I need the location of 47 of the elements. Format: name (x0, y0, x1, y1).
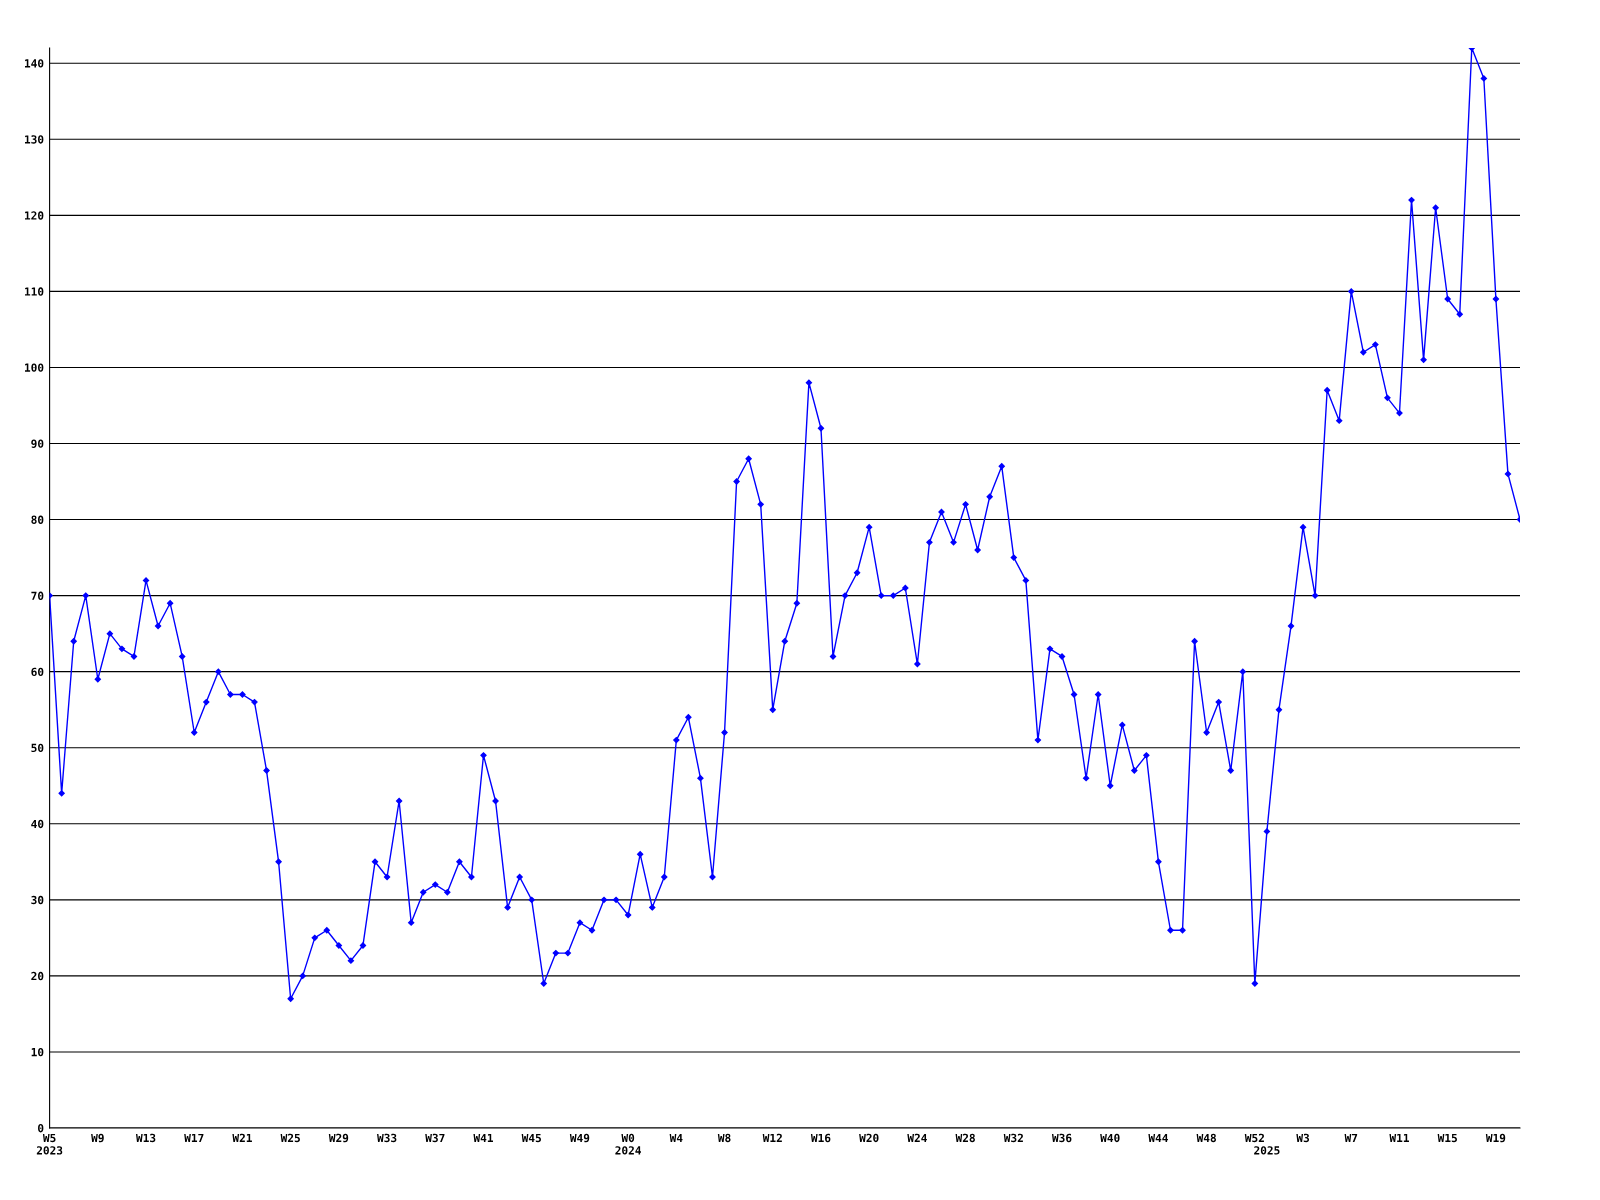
x-tick-label: W7 (1344, 1133, 1358, 1142)
x-tick-label: W33 (377, 1133, 397, 1143)
x-tick-label: 2025 (1254, 1146, 1280, 1155)
x-tick-label: W40 (1100, 1133, 1120, 1143)
y-tick-label: 120 (25, 211, 44, 220)
x-tick-label: W20 (859, 1133, 879, 1143)
y-tick-label: 70 (31, 591, 44, 600)
x-tick-label: W3 (1296, 1133, 1310, 1143)
x-tick-label: W25 (280, 1133, 300, 1143)
y-tick-label: 130 (25, 135, 44, 144)
x-tick-label: W15 (1437, 1133, 1457, 1143)
x-tick-label: W32 (1003, 1133, 1023, 1143)
x-tick-label: W45 (521, 1133, 541, 1143)
x-tick-label: W16 (810, 1133, 831, 1143)
x-tick-label: W41 (473, 1133, 493, 1142)
x-tick-label: W12 (762, 1133, 782, 1142)
y-tick-label: 50 (31, 743, 44, 753)
y-tick-label: 80 (31, 515, 44, 524)
x-tick-label: W49 (569, 1133, 590, 1143)
x-tick-label: W13 (135, 1133, 156, 1143)
x-tick-label: W24 (907, 1133, 927, 1142)
y-tick-label: 60 (31, 667, 44, 677)
x-tick-label: W28 (955, 1133, 975, 1143)
x-tick-label: W17 (184, 1133, 204, 1142)
x-tick-label: W48 (1196, 1133, 1216, 1143)
x-tick-label: W37 (425, 1133, 445, 1143)
x-tick-label: W11 (1389, 1133, 1409, 1142)
x-tick-label: W36 (1051, 1133, 1072, 1143)
y-tick-label: 90 (31, 439, 44, 448)
x-tick-label: W5 2023 (36, 1133, 63, 1155)
x-tick-label: W4 (669, 1133, 683, 1142)
y-tick-label: 100 (25, 363, 44, 372)
x-tick-label: W29 (328, 1133, 349, 1143)
y-tick-label: 140 (25, 59, 44, 68)
y-tick-label: 30 (31, 895, 44, 905)
x-tick-label: W21 (232, 1133, 252, 1142)
y-tick-label: 10 (31, 1047, 44, 1057)
x-tick-label: W9 (91, 1133, 104, 1143)
x-tick-label: W0 2024 (615, 1133, 641, 1155)
x-tick-label: W19 (1485, 1133, 1506, 1143)
y-tick-label: 40 (31, 819, 44, 829)
x-tick-label: W8 (717, 1133, 731, 1143)
y-tick-label: 110 (25, 287, 44, 296)
x-tick-label: W44 (1148, 1133, 1168, 1142)
y-tick-label: 0 (38, 1123, 44, 1133)
x-tick-label: W52 (1244, 1133, 1264, 1143)
y-tick-label: 20 (31, 971, 44, 981)
